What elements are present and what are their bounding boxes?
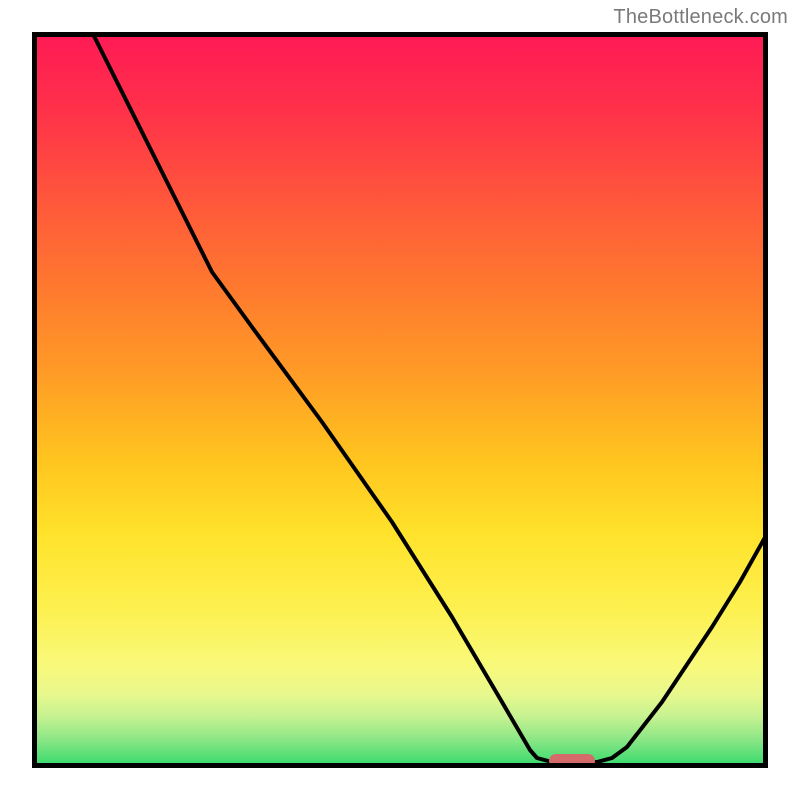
bottleneck-curve: [32, 32, 768, 768]
curve-path: [92, 32, 768, 762]
watermark-text: TheBottleneck.com: [613, 6, 788, 29]
optimal-marker: [549, 754, 595, 768]
plot-frame: [32, 32, 768, 768]
